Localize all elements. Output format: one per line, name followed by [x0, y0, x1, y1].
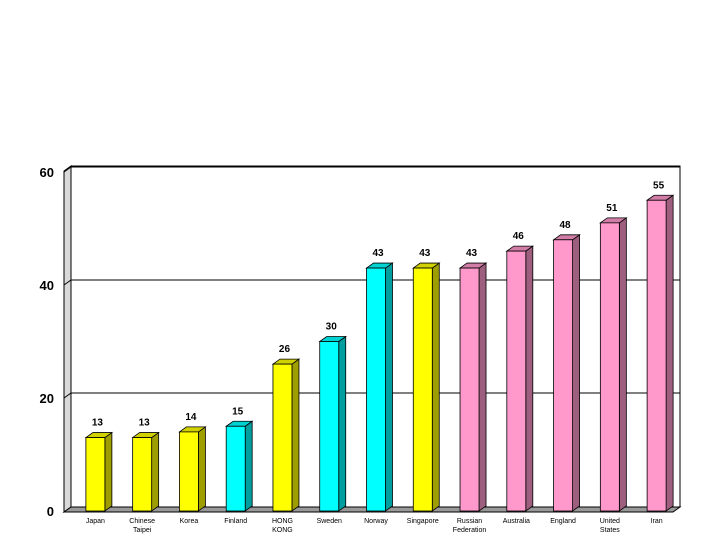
y-tick-label: 20 — [40, 391, 54, 406]
value-label: 43 — [466, 248, 478, 259]
category-label: Federation — [453, 527, 487, 534]
value-label: 14 — [185, 412, 197, 423]
category-labels: Japan Chinese Taipei Korea Finland HONG KONG Sw… — [86, 518, 663, 534]
category-label: Chinese — [129, 518, 155, 525]
value-label: 55 — [653, 180, 665, 191]
category-label: Russian — [457, 518, 482, 525]
category-label: Taipei — [133, 527, 152, 534]
bar — [319, 341, 340, 512]
category-label: United — [600, 518, 620, 525]
value-label: 51 — [606, 203, 618, 214]
category-label: States — [600, 527, 620, 534]
bar — [553, 239, 573, 512]
bar-side — [338, 335, 347, 512]
bar-side — [198, 426, 206, 512]
bar — [599, 222, 620, 512]
bar — [225, 425, 246, 512]
bar-side — [525, 245, 534, 512]
gridline-side — [63, 166, 72, 173]
gridline-side — [63, 392, 72, 399]
value-label: 13 — [139, 418, 151, 429]
value-label: 43 — [419, 248, 431, 259]
bars — [84, 194, 675, 512]
bar-side — [478, 262, 487, 512]
bar-side — [572, 234, 580, 512]
bar-side — [151, 431, 160, 512]
bar — [646, 199, 667, 512]
category-label: Singapore — [407, 518, 439, 525]
bar — [179, 431, 199, 512]
y-tick-label: 0 — [47, 504, 54, 519]
value-label: 26 — [279, 344, 291, 355]
bar-side — [291, 358, 300, 512]
category-label: Japan — [86, 518, 105, 525]
bar-side — [618, 217, 627, 512]
value-labels: 13 13 14 15 26 30 43 43 43 46 48 51 55 — [92, 180, 665, 428]
bar — [412, 267, 433, 512]
bar-side — [665, 194, 674, 512]
value-label: 43 — [372, 248, 384, 259]
value-label: 30 — [326, 322, 338, 333]
left-wall — [63, 165, 72, 513]
bar-side — [104, 431, 113, 512]
value-label: 46 — [513, 231, 525, 242]
bar — [85, 437, 106, 512]
value-label: 48 — [560, 220, 572, 231]
gridline-side — [63, 279, 72, 286]
category-label: HONG — [272, 518, 293, 525]
bar — [459, 267, 480, 512]
bar — [366, 267, 386, 512]
bar — [506, 250, 527, 512]
bar-side — [244, 420, 253, 512]
value-label: 13 — [92, 418, 104, 429]
bar-side — [431, 262, 440, 512]
y-tick-label: 40 — [40, 278, 54, 293]
bar — [272, 363, 293, 512]
category-label: Korea — [180, 518, 199, 525]
value-label: 15 — [232, 406, 244, 417]
category-label: Australia — [503, 518, 530, 525]
category-label: Sweden — [317, 518, 342, 525]
category-label: Iran — [651, 518, 663, 525]
bar-side — [385, 262, 393, 512]
bar — [132, 437, 153, 512]
y-axis-tick-labels: 0 20 40 60 — [40, 165, 54, 519]
category-label: KONG — [272, 527, 293, 534]
category-label: Finland — [224, 518, 247, 525]
y-tick-label: 60 — [40, 165, 54, 180]
category-label: England — [550, 518, 576, 525]
category-label: Norway — [364, 518, 388, 525]
